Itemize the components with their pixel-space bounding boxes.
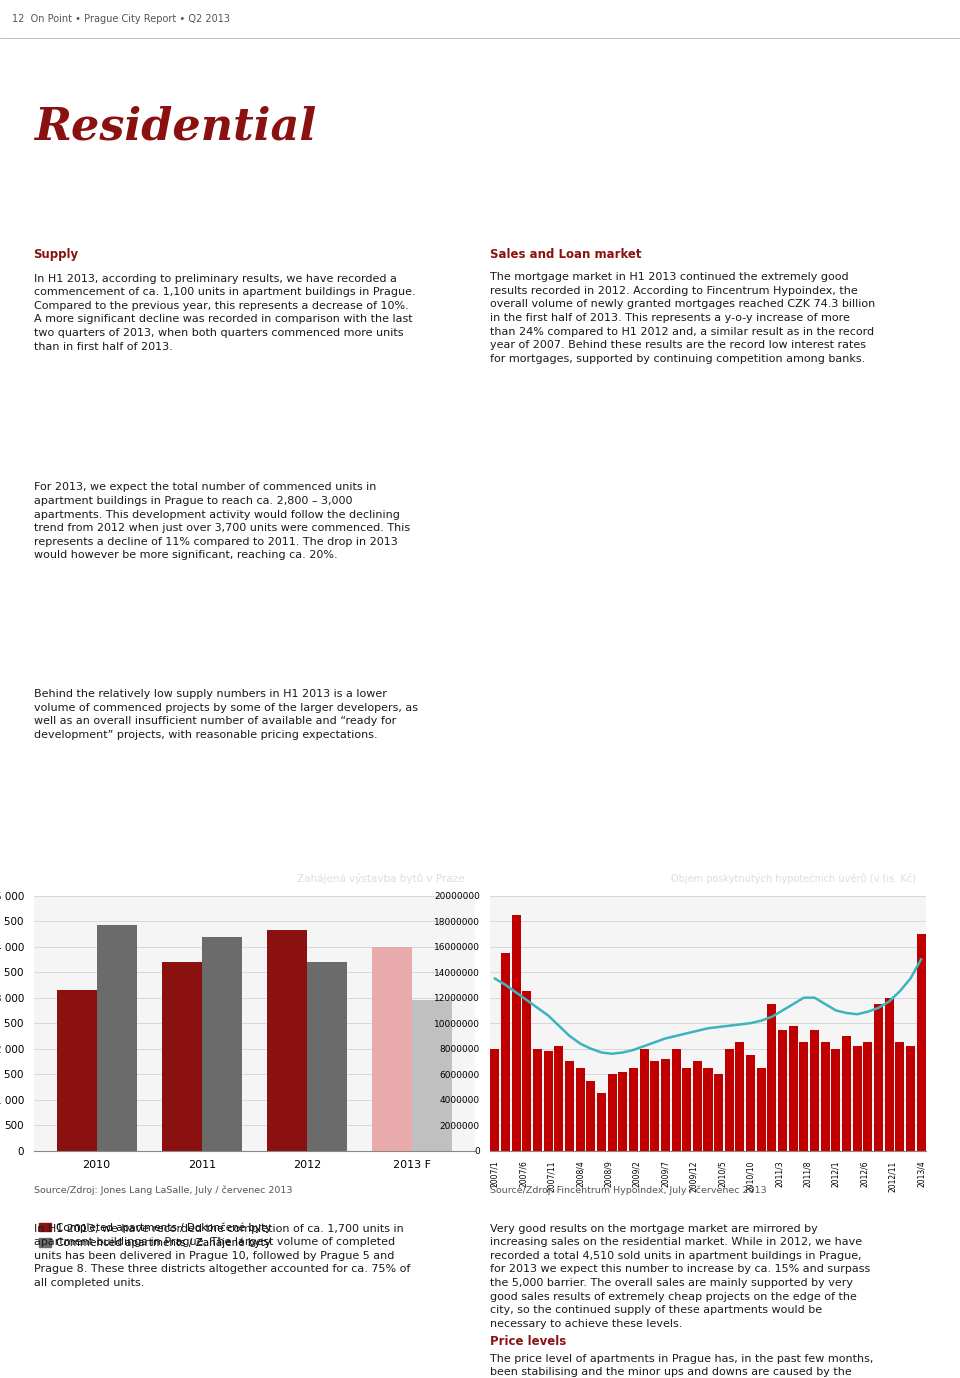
Bar xyxy=(884,998,894,1151)
Text: Zahájená výstavba bytů v Praze: Zahájená výstavba bytů v Praze xyxy=(297,872,465,883)
Bar xyxy=(725,1049,733,1151)
Bar xyxy=(608,1075,616,1151)
Bar xyxy=(852,1046,862,1151)
Bar xyxy=(565,1061,574,1151)
Bar xyxy=(767,1005,777,1151)
Bar xyxy=(576,1068,585,1151)
Bar xyxy=(906,1046,915,1151)
Bar xyxy=(267,930,307,1151)
Bar xyxy=(896,1042,904,1151)
Bar xyxy=(746,1056,756,1151)
Bar xyxy=(372,947,412,1151)
Bar xyxy=(522,991,532,1151)
Text: Residential: Residential xyxy=(34,106,316,149)
Text: Behind the relatively low supply numbers in H1 2013 is a lower
volume of commenc: Behind the relatively low supply numbers… xyxy=(34,689,418,740)
Text: 12  On Point • Prague City Report • Q2 2013: 12 On Point • Prague City Report • Q2 20… xyxy=(12,14,229,25)
Text: Price levels: Price levels xyxy=(490,1335,565,1348)
Text: Volume of Granted Mortgages (in ths CZK): Volume of Granted Mortgages (in ths CZK) xyxy=(500,843,766,853)
Bar xyxy=(800,1042,808,1151)
Text: Source/Zdroj: Jones Lang LaSalle, July / červenec 2013: Source/Zdroj: Jones Lang LaSalle, July /… xyxy=(34,1185,292,1195)
Bar xyxy=(618,1072,627,1151)
Bar xyxy=(587,1080,595,1151)
Bar xyxy=(597,1093,606,1151)
Bar xyxy=(512,915,520,1151)
Bar xyxy=(756,1068,766,1151)
Bar xyxy=(501,954,510,1151)
Bar xyxy=(554,1046,564,1151)
Text: In H1 2013, we have recorded the completion of ca. 1,700 units in
apartment buil: In H1 2013, we have recorded the complet… xyxy=(34,1224,410,1288)
Bar xyxy=(533,1049,542,1151)
Text: The price level of apartments in Prague has, in the past few months,
been stabil: The price level of apartments in Prague … xyxy=(490,1353,873,1378)
Bar xyxy=(97,925,136,1151)
Bar xyxy=(917,934,925,1151)
Bar xyxy=(543,1051,553,1151)
Bar xyxy=(693,1061,702,1151)
Bar xyxy=(810,1029,819,1151)
Text: Source/Zdroj: Fincentrum Hypoindex, July / červenec 2013: Source/Zdroj: Fincentrum Hypoindex, July… xyxy=(490,1185,766,1195)
Bar xyxy=(714,1075,723,1151)
Bar xyxy=(842,1036,851,1151)
Bar xyxy=(671,1049,681,1151)
Text: Supply: Supply xyxy=(34,248,79,260)
Bar xyxy=(735,1042,745,1151)
Bar xyxy=(412,1000,452,1151)
Bar xyxy=(863,1042,873,1151)
Legend: Completed apartments / Dokončené byty, Commenced apartments / Zahájené byty: Completed apartments / Dokončené byty, C… xyxy=(35,1218,276,1253)
Text: Objem poskytnutých hypotečních úvěrů (v tis. Kč): Objem poskytnutých hypotečních úvěrů (v … xyxy=(671,872,916,883)
Bar xyxy=(491,1049,499,1151)
Bar xyxy=(639,1049,649,1151)
Bar xyxy=(307,962,347,1151)
Bar xyxy=(57,989,97,1151)
Text: The mortgage market in H1 2013 continued the extremely good
results recorded in : The mortgage market in H1 2013 continued… xyxy=(490,273,875,364)
Bar xyxy=(202,937,242,1151)
Bar xyxy=(704,1068,712,1151)
Bar xyxy=(650,1061,660,1151)
Bar xyxy=(789,1025,798,1151)
Bar xyxy=(821,1042,829,1151)
Bar xyxy=(778,1029,787,1151)
Text: For 2013, we expect the total number of commenced units in
apartment buildings i: For 2013, we expect the total number of … xyxy=(34,482,410,561)
Text: Very good results on the mortgage market are mirrored by
increasing sales on the: Very good results on the mortgage market… xyxy=(490,1224,870,1328)
Bar xyxy=(660,1058,670,1151)
Text: In H1 2013, according to preliminary results, we have recorded a
commencement of: In H1 2013, according to preliminary res… xyxy=(34,274,416,351)
Bar xyxy=(162,962,202,1151)
Text: Sales and Loan market: Sales and Loan market xyxy=(490,248,641,260)
Bar xyxy=(683,1068,691,1151)
Bar xyxy=(874,1005,883,1151)
Bar xyxy=(629,1068,638,1151)
Text: Commenced Construction in Prague: Commenced Construction in Prague xyxy=(44,843,282,856)
Bar xyxy=(831,1049,840,1151)
